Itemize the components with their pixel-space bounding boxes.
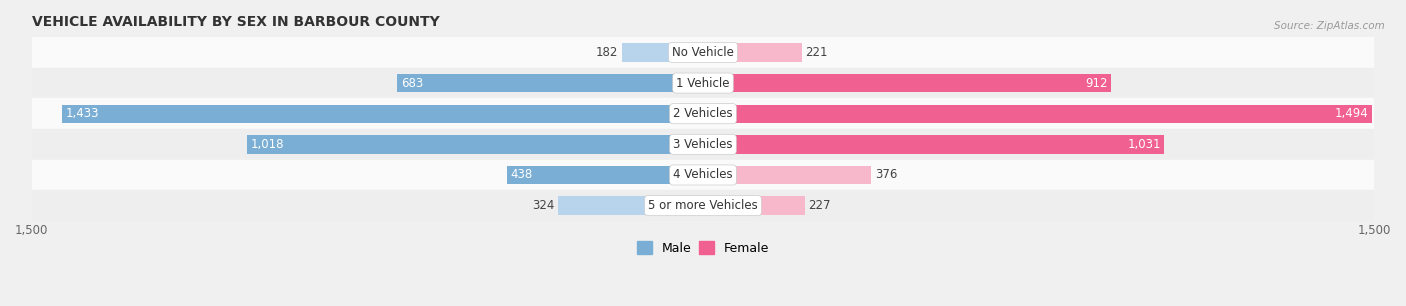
- Text: 1,494: 1,494: [1334, 107, 1368, 120]
- Text: 227: 227: [808, 199, 831, 212]
- Text: VEHICLE AVAILABILITY BY SEX IN BARBOUR COUNTY: VEHICLE AVAILABILITY BY SEX IN BARBOUR C…: [32, 15, 440, 29]
- Bar: [703, 135, 1164, 154]
- Text: 2 Vehicles: 2 Vehicles: [673, 107, 733, 120]
- Text: 1,433: 1,433: [65, 107, 98, 120]
- Text: 4 Vehicles: 4 Vehicles: [673, 169, 733, 181]
- Text: 1,018: 1,018: [252, 138, 284, 151]
- Bar: [32, 37, 1374, 68]
- Bar: [32, 99, 1374, 129]
- Bar: [32, 68, 1374, 99]
- Bar: [32, 190, 1374, 221]
- Legend: Male, Female: Male, Female: [637, 241, 769, 255]
- Text: 376: 376: [875, 169, 897, 181]
- Bar: [247, 135, 703, 154]
- Text: 1 Vehicle: 1 Vehicle: [676, 76, 730, 90]
- Text: 3 Vehicles: 3 Vehicles: [673, 138, 733, 151]
- Bar: [558, 196, 703, 215]
- Text: 683: 683: [401, 76, 423, 90]
- Text: 912: 912: [1085, 76, 1108, 90]
- Bar: [703, 43, 801, 62]
- Bar: [398, 74, 703, 92]
- Bar: [703, 196, 804, 215]
- Bar: [32, 160, 1374, 190]
- Bar: [32, 129, 1374, 160]
- Text: 221: 221: [806, 46, 828, 59]
- Bar: [703, 74, 1111, 92]
- Text: Source: ZipAtlas.com: Source: ZipAtlas.com: [1274, 21, 1385, 32]
- Text: 324: 324: [531, 199, 554, 212]
- Text: 1,031: 1,031: [1128, 138, 1161, 151]
- Bar: [703, 166, 872, 184]
- Bar: [62, 105, 703, 123]
- Bar: [621, 43, 703, 62]
- Text: 5 or more Vehicles: 5 or more Vehicles: [648, 199, 758, 212]
- Bar: [508, 166, 703, 184]
- Text: No Vehicle: No Vehicle: [672, 46, 734, 59]
- Bar: [703, 105, 1372, 123]
- Text: 182: 182: [596, 46, 619, 59]
- Text: 438: 438: [510, 169, 533, 181]
